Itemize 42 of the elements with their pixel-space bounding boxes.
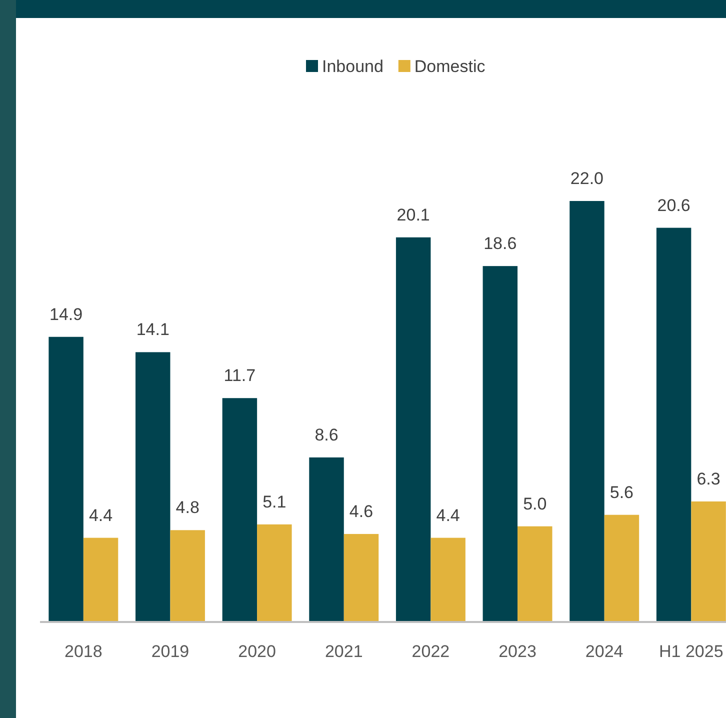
data-label: 5.1 [262,492,286,512]
data-label: 6.3 [696,469,720,488]
x-tick-label: 2021 [324,642,363,661]
legend-label: Domestic [414,57,486,76]
x-tick-label: 2019 [151,642,190,661]
bar [136,352,170,622]
bar [396,237,431,622]
bar [604,514,640,622]
bar [518,526,552,622]
data-label: 8.6 [314,425,338,444]
bar [570,201,604,622]
data-label: 22.0 [570,169,604,188]
bar [257,524,292,622]
data-label: 5.6 [610,482,634,502]
x-tick-label: 2024 [585,642,624,661]
bar [309,457,344,622]
data-label: 14.9 [50,304,83,324]
data-label: 4.8 [176,498,200,518]
data-label: 4.4 [436,506,460,525]
bar [48,336,84,622]
data-label: 5.0 [523,494,547,514]
data-label: 20.1 [396,205,430,224]
x-tick-label: H1 2025 [659,642,724,661]
x-tick-label: 2018 [64,642,102,661]
legend-label: Inbound [322,57,384,76]
bar [344,534,379,622]
bar [430,538,466,622]
data-label: 14.1 [136,320,170,340]
data-label: 4.6 [349,502,374,521]
bar [656,228,692,622]
data-label: 20.6 [657,196,690,215]
x-tick-label: 2022 [412,642,450,661]
data-label: 4.4 [88,506,113,525]
x-tick-label: 2023 [498,642,536,661]
x-tick-label: 2020 [238,642,276,661]
bar [170,530,205,622]
bar [222,398,258,622]
bar [83,538,118,622]
bar [691,501,726,622]
bar [482,266,518,622]
data-label: 11.7 [224,366,256,386]
data-label: 18.6 [484,234,517,254]
